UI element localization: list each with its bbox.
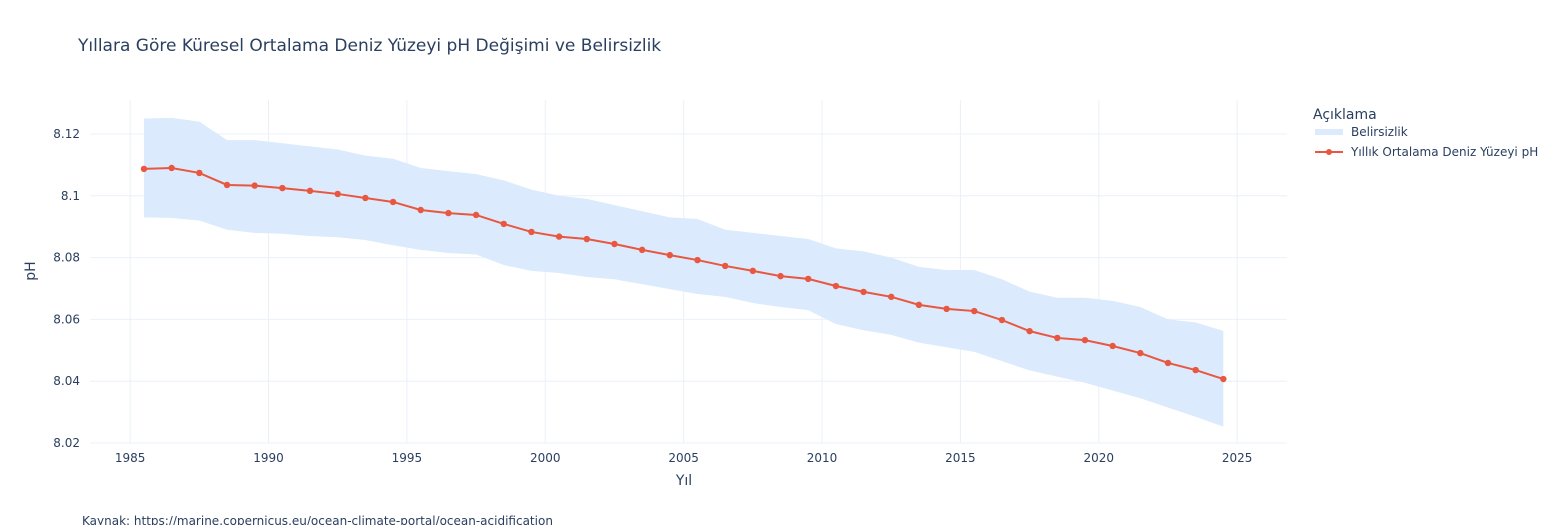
source-annotation: Kaynak: https://marine.copernicus.eu/oce… [82,514,553,525]
ph-data-point [1137,349,1144,357]
ph-data-point [915,301,923,309]
ph-data-point [140,165,148,173]
ph-data-point [500,220,507,228]
ph-data-point [721,262,729,270]
ph-data-point [251,182,258,189]
ph-line-layer [140,164,1227,383]
ph-data-point [389,198,397,206]
ph-data-point [1220,375,1227,383]
chart-title: Yıllara Göre Küresel Ortalama Deniz Yüze… [77,36,661,56]
ph-data-point [168,164,175,172]
ph-data-point [445,209,452,217]
ph-data-point [998,316,1006,324]
y-tick-label: 8.04 [53,374,80,388]
ph-data-point [555,233,563,240]
x-tick-label: 2020 [1084,451,1115,465]
legend-title: Açıklama [1313,107,1377,123]
ph-data-point [694,256,701,264]
y-axis-label: pH [23,261,39,280]
ph-data-point [943,305,950,313]
ph-data-point [611,240,618,248]
legend: Açıklama Belirsizlik Yıllık Ortalama Den… [1313,107,1538,159]
x-axis-ticks: 1985 1990 1995 2000 2005 2010 2015 2020 2025 [115,451,1253,465]
y-tick-label: 8.08 [53,251,80,265]
y-tick-label: 8.06 [53,312,80,326]
ph-data-point [638,246,646,254]
ph-data-point [306,187,314,195]
ph-data-point [832,282,840,290]
legend-band-swatch [1315,129,1343,135]
ph-data-point [805,275,812,283]
x-tick-label: 1990 [253,451,284,465]
legend-line-label: Yıllık Ortalama Deniz Yüzeyi pH [1350,145,1538,159]
legend-item-line[interactable]: Yıllık Ortalama Deniz Yüzeyi pH [1315,145,1538,159]
ph-data-point [528,228,535,236]
x-tick-label: 1985 [115,451,146,465]
ph-data-point [1026,327,1033,335]
ph-data-point [777,272,784,280]
ph-data-point [1109,342,1116,350]
y-tick-label: 8.12 [53,127,80,141]
ph-data-point [583,235,590,243]
ph-data-point [1192,366,1199,374]
ph-data-point [860,288,867,296]
ph-data-point [1054,334,1061,342]
y-axis-ticks: 8.02 8.04 8.06 8.08 8.1 8.12 [53,127,80,450]
ph-data-point [279,184,286,192]
ph-data-point [749,267,757,275]
ph-data-point [888,293,895,301]
ph-data-point [417,206,424,214]
uncertainty-band [143,117,1224,427]
uncertainty-band-layer [143,117,1224,427]
ph-data-point [1164,359,1172,367]
ph-data-point [362,194,369,202]
ph-data-point [666,251,674,259]
ph-line [143,166,1224,380]
ph-data-point [472,211,480,219]
x-tick-label: 2000 [530,451,561,465]
x-axis-label: Yıl [675,473,692,489]
x-tick-label: 1995 [392,451,423,465]
ph-data-point [971,307,978,315]
legend-item-band[interactable]: Belirsizlik [1315,125,1408,139]
x-tick-label: 2015 [945,451,976,465]
legend-band-label: Belirsizlik [1351,125,1408,139]
x-tick-label: 2005 [668,451,699,465]
legend-line-marker [1326,149,1332,155]
y-tick-label: 8.1 [61,189,80,203]
ph-data-point [1081,336,1089,344]
y-tick-label: 8.02 [53,436,80,450]
x-tick-label: 2010 [807,451,838,465]
ph-data-point [334,190,341,198]
ph-data-point [223,181,231,189]
x-tick-label: 2025 [1222,451,1253,465]
ph-data-point [196,169,203,177]
